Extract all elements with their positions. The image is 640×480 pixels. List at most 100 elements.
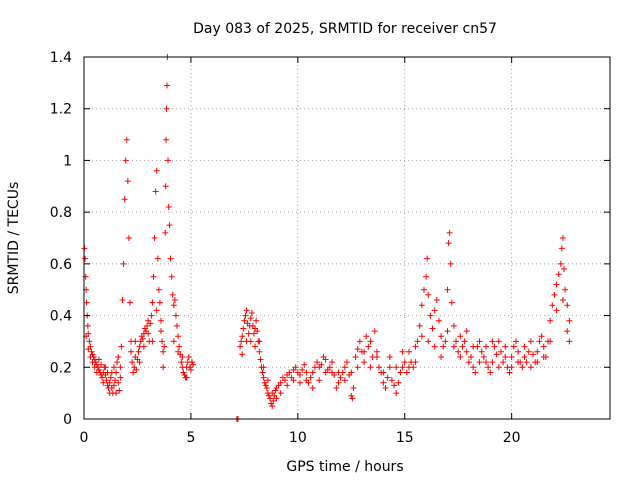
data-point <box>493 351 500 358</box>
data-point <box>482 343 489 350</box>
data-point <box>128 348 135 355</box>
data-point <box>277 390 284 397</box>
data-point <box>160 348 167 355</box>
y-tick-label: 0 <box>63 412 72 428</box>
data-point <box>495 338 502 345</box>
data-point <box>153 307 160 314</box>
data-point <box>322 369 329 376</box>
data-point <box>536 338 543 345</box>
data-point <box>273 395 280 402</box>
data-point <box>373 353 380 360</box>
data-point <box>566 338 573 345</box>
data-point <box>170 338 177 345</box>
data-point <box>564 302 571 309</box>
data-point <box>335 369 342 376</box>
data-point <box>444 286 451 293</box>
y-axis-label: SRMTID / TECUs <box>6 182 22 295</box>
data-point <box>527 364 534 371</box>
data-point <box>416 322 423 329</box>
data-point <box>118 343 125 350</box>
data-point <box>561 266 568 273</box>
data-point <box>386 364 393 371</box>
data-point <box>508 364 515 371</box>
data-point <box>519 364 526 371</box>
grid <box>84 57 610 419</box>
data-point <box>171 297 178 304</box>
data-point <box>412 343 419 350</box>
data-point <box>376 364 383 371</box>
data-point <box>102 364 109 371</box>
data-point <box>121 196 128 203</box>
data-point <box>463 328 470 335</box>
data-point <box>395 379 402 386</box>
data-point <box>418 333 425 340</box>
x-axis-label: GPS time / hours <box>286 459 403 475</box>
data-point <box>478 348 485 355</box>
x-tick-label: 5 <box>186 430 195 446</box>
data-point <box>420 286 427 293</box>
data-point <box>382 384 389 391</box>
data-point <box>303 369 310 376</box>
data-point <box>254 328 261 335</box>
data-point <box>98 361 105 368</box>
data-point <box>393 390 400 397</box>
data-point <box>152 188 159 195</box>
data-point <box>534 359 541 366</box>
data-point <box>341 364 348 371</box>
data-point <box>538 333 545 340</box>
data-point <box>179 353 186 360</box>
data-point <box>91 364 98 371</box>
data-point <box>525 348 532 355</box>
data-point <box>429 325 436 332</box>
data-point <box>534 348 541 355</box>
data-point <box>139 335 146 342</box>
data-point <box>557 260 564 267</box>
data-point <box>167 255 174 262</box>
data-point <box>238 338 245 345</box>
data-point <box>399 348 406 355</box>
data-point <box>482 359 489 366</box>
data-point <box>186 364 193 371</box>
y-tick-label: 0.2 <box>50 360 72 376</box>
data-point <box>446 229 453 236</box>
data-point <box>239 333 246 340</box>
y-tick-label: 1.4 <box>50 50 72 66</box>
data-point <box>508 353 515 360</box>
data-point <box>253 317 260 324</box>
data-point <box>361 359 368 366</box>
data-point <box>106 390 113 397</box>
data-point <box>397 369 404 376</box>
data-point <box>527 338 534 345</box>
data-point <box>117 374 124 381</box>
data-point <box>296 379 303 386</box>
data-point <box>260 364 267 371</box>
data-point <box>450 322 457 329</box>
data-point <box>260 374 267 381</box>
data-point <box>149 299 156 306</box>
data-point <box>259 369 266 376</box>
data-point <box>250 330 257 337</box>
data-point <box>126 299 133 306</box>
data-point <box>86 338 93 345</box>
data-point <box>261 379 268 386</box>
data-point <box>559 235 566 241</box>
data-point <box>510 343 517 350</box>
data-point <box>290 377 297 384</box>
data-point <box>461 338 468 345</box>
data-point <box>406 364 413 371</box>
data-point <box>489 359 496 366</box>
data-point <box>113 390 120 397</box>
data-point <box>119 297 126 304</box>
data-point <box>562 286 569 293</box>
data-point <box>188 359 195 366</box>
data-point <box>145 330 152 337</box>
data-point <box>185 353 192 360</box>
data-point <box>169 291 176 298</box>
data-point <box>103 377 110 384</box>
data-point <box>120 260 127 267</box>
data-point <box>299 366 306 373</box>
data-point <box>166 222 173 229</box>
data-point <box>354 364 361 371</box>
data-point <box>512 338 519 345</box>
data-point <box>307 374 314 381</box>
